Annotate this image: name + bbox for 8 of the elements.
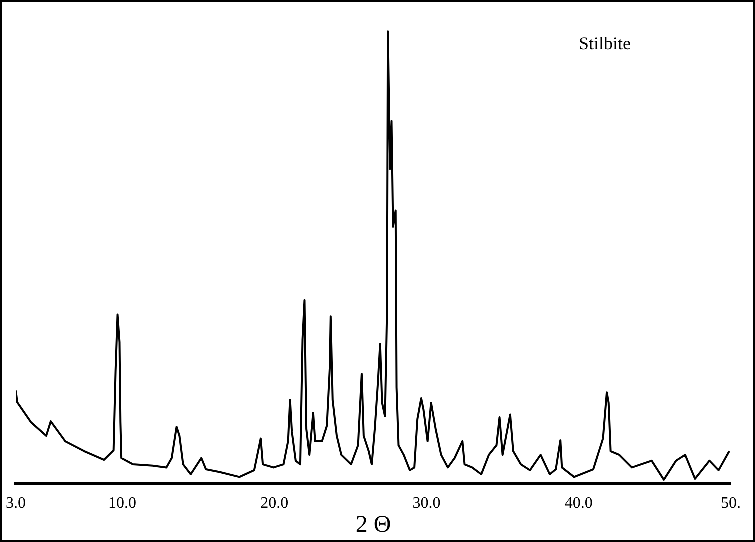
x-tick-label: 10.0 (108, 494, 136, 512)
x-tick-label: 20.0 (260, 494, 289, 512)
x-tick-label: 30.0 (412, 494, 441, 512)
x-axis-title: 2 Θ (356, 512, 392, 538)
x-tick-label: 3.0 (6, 494, 26, 512)
annotation: Stilbite (578, 34, 631, 54)
x-tick-label: 40.0 (564, 494, 593, 512)
x-tick-label: 50. (721, 494, 741, 512)
